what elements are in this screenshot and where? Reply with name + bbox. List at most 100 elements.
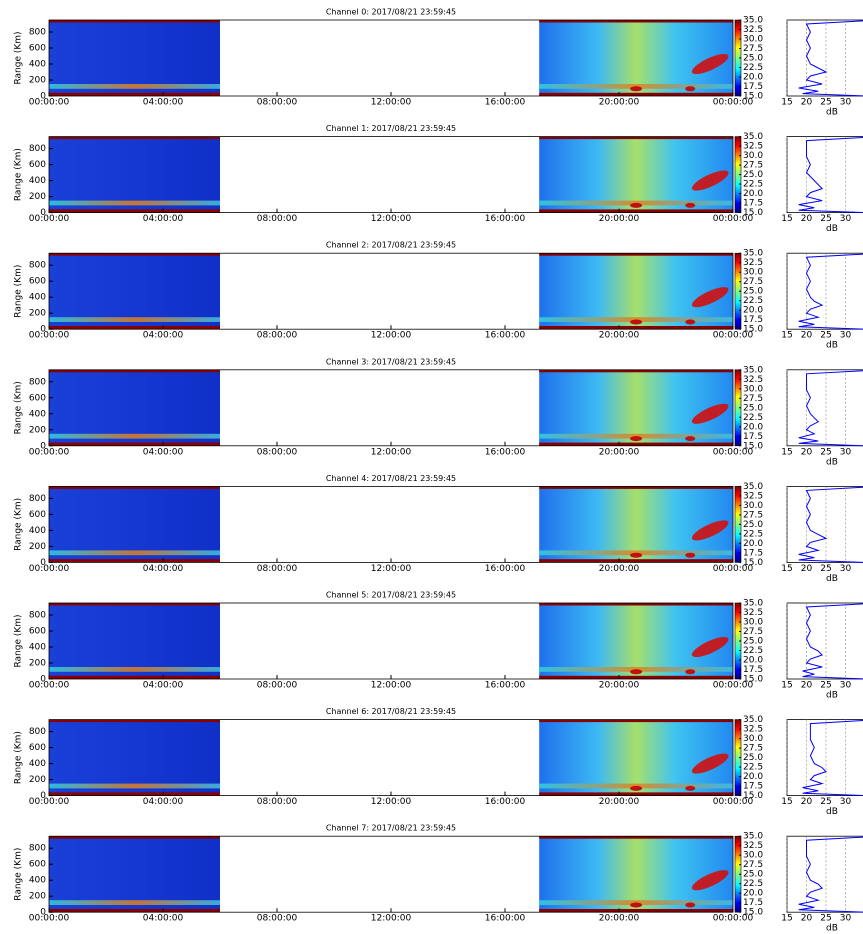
echo bbox=[691, 287, 729, 308]
y-tick-label: 0 bbox=[40, 92, 46, 102]
x-tick-label: 12:00:00 bbox=[371, 98, 412, 108]
y-axis-label: Range (Km) bbox=[14, 265, 24, 318]
x-tick-label: 20:00:00 bbox=[599, 447, 640, 457]
profile-x-tick-label: 25 bbox=[820, 214, 831, 224]
heatmap-edge bbox=[539, 719, 733, 723]
echo bbox=[630, 552, 643, 558]
profile-frame bbox=[786, 602, 863, 680]
colorbar-tick-label: 20.0 bbox=[743, 889, 763, 899]
profile-x-tick-label: 25 bbox=[820, 564, 831, 574]
colorbar-tick-label: 35.0 bbox=[743, 16, 763, 26]
profile-x-label: dB bbox=[826, 224, 838, 234]
y-axis-label: Range (Km) bbox=[14, 31, 24, 84]
colorbar-tick-label: 32.5 bbox=[743, 375, 763, 385]
x-tick-label: 12:00:00 bbox=[371, 331, 412, 341]
colorbar-tick-label: 25.0 bbox=[743, 753, 763, 763]
profile-x-tick-label: 25 bbox=[820, 447, 831, 457]
colorbar-tick-label: 17.5 bbox=[743, 432, 763, 442]
profile-frame bbox=[786, 485, 863, 563]
heatmap-span bbox=[49, 253, 220, 330]
panel: Channel 3: 2017/08/21 23:59:45 0 200 400 600… bbox=[14, 357, 863, 467]
colorbar-tick-label: 30.0 bbox=[743, 501, 763, 511]
y-tick-label: 600 bbox=[29, 860, 46, 870]
x-tick-label: 08:00:00 bbox=[257, 214, 298, 224]
x-tick-label: 00:00:00 bbox=[713, 797, 754, 807]
profile-x-tick-label: 20 bbox=[801, 447, 813, 457]
panel-title: Channel 2: 2017/08/21 23:59:45 bbox=[326, 241, 456, 250]
panel-title: Channel 5: 2017/08/21 23:59:45 bbox=[326, 591, 456, 600]
profile-x-tick-label: 15 bbox=[781, 797, 792, 807]
echo bbox=[685, 552, 696, 558]
profile-x-tick-label: 30 bbox=[840, 914, 852, 924]
y-axis-label: Range (Km) bbox=[14, 148, 24, 201]
colorbar-tick-label: 15.0 bbox=[743, 441, 763, 451]
echo bbox=[685, 202, 696, 208]
y-tick-label: 800 bbox=[29, 494, 46, 504]
profile-x-tick-label: 15 bbox=[781, 914, 792, 924]
y-tick-label: 0 bbox=[40, 908, 46, 918]
y-tick-label: 600 bbox=[29, 277, 46, 287]
colorbar-tick-label: 22.5 bbox=[743, 529, 763, 539]
heatmap-edge bbox=[539, 369, 733, 373]
colorbar-tick-label: 22.5 bbox=[743, 63, 763, 73]
profile-x-label: dB bbox=[826, 457, 838, 467]
colorbar-tick-label: 20.0 bbox=[743, 422, 763, 432]
colorbar-tick-label: 25.0 bbox=[743, 870, 763, 880]
heatmap-span bbox=[49, 136, 220, 213]
heatmap-edge bbox=[539, 559, 733, 563]
colorbar-tick-label: 15.0 bbox=[743, 791, 763, 801]
x-tick-label: 08:00:00 bbox=[257, 914, 298, 924]
heatmap-edge bbox=[49, 792, 220, 796]
echo bbox=[685, 669, 696, 675]
profile-x-tick-label: 30 bbox=[840, 447, 852, 457]
echo bbox=[691, 753, 729, 774]
heatmap-span bbox=[539, 486, 733, 563]
y-axis-label: Range (Km) bbox=[14, 848, 24, 901]
colorbar-tick-label: 30.0 bbox=[743, 268, 763, 278]
panel: Channel 5: 2017/08/21 23:59:45 0 200 400 600… bbox=[14, 591, 863, 701]
heatmap-edge bbox=[539, 209, 733, 213]
colorbar-tick-label: 35.0 bbox=[743, 482, 763, 492]
colorbar-tick-label: 35.0 bbox=[743, 365, 763, 375]
profile-x-label: dB bbox=[826, 574, 838, 584]
heatmap-edge bbox=[49, 20, 220, 23]
y-tick-label: 600 bbox=[29, 743, 46, 753]
panel-title: Channel 6: 2017/08/21 23:59:45 bbox=[326, 707, 456, 716]
heatmap-edge bbox=[49, 369, 220, 373]
heatmap-edge bbox=[49, 719, 220, 723]
profile-x-tick-label: 15 bbox=[781, 447, 792, 457]
x-tick-label: 00:00:00 bbox=[713, 564, 754, 574]
colorbar-tick-label: 35.0 bbox=[743, 599, 763, 609]
profile-x-label: dB bbox=[826, 108, 838, 118]
colorbar-tick-label: 32.5 bbox=[743, 258, 763, 268]
y-tick-label: 200 bbox=[29, 309, 46, 319]
heatmap-span bbox=[539, 253, 733, 330]
colorbar-tick-label: 30.0 bbox=[743, 618, 763, 628]
y-tick-label: 400 bbox=[29, 176, 46, 186]
x-tick-label: 08:00:00 bbox=[257, 331, 298, 341]
colorbar-tick-label: 17.5 bbox=[743, 665, 763, 675]
x-tick-label: 00:00:00 bbox=[29, 447, 70, 457]
x-tick-label: 00:00:00 bbox=[713, 98, 754, 108]
profile-x-tick-label: 20 bbox=[801, 797, 813, 807]
profile-line bbox=[798, 20, 863, 97]
y-axis-label: Range (Km) bbox=[14, 731, 24, 784]
colorbar-tick-label: 25.0 bbox=[743, 403, 763, 413]
y-tick-label: 800 bbox=[29, 844, 46, 854]
profile-line bbox=[798, 253, 863, 330]
x-tick-label: 04:00:00 bbox=[143, 681, 184, 691]
heatmap-span bbox=[49, 20, 220, 96]
heatmap-edge bbox=[539, 675, 733, 679]
colorbar-tick-label: 22.5 bbox=[743, 413, 763, 423]
panel: Channel 6: 2017/08/21 23:59:45 0 200 400 600… bbox=[14, 707, 863, 817]
heatmap-band bbox=[49, 550, 220, 556]
x-tick-label: 20:00:00 bbox=[599, 681, 640, 691]
x-tick-label: 08:00:00 bbox=[257, 564, 298, 574]
y-tick-label: 400 bbox=[29, 526, 46, 536]
y-tick-label: 0 bbox=[40, 325, 46, 335]
heatmap-edge bbox=[49, 442, 220, 446]
colorbar-tick-label: 15.0 bbox=[743, 558, 763, 568]
profile-x-tick-label: 25 bbox=[820, 797, 831, 807]
panel-title: Channel 3: 2017/08/21 23:59:45 bbox=[326, 357, 456, 366]
profile-x-tick-label: 30 bbox=[840, 214, 852, 224]
